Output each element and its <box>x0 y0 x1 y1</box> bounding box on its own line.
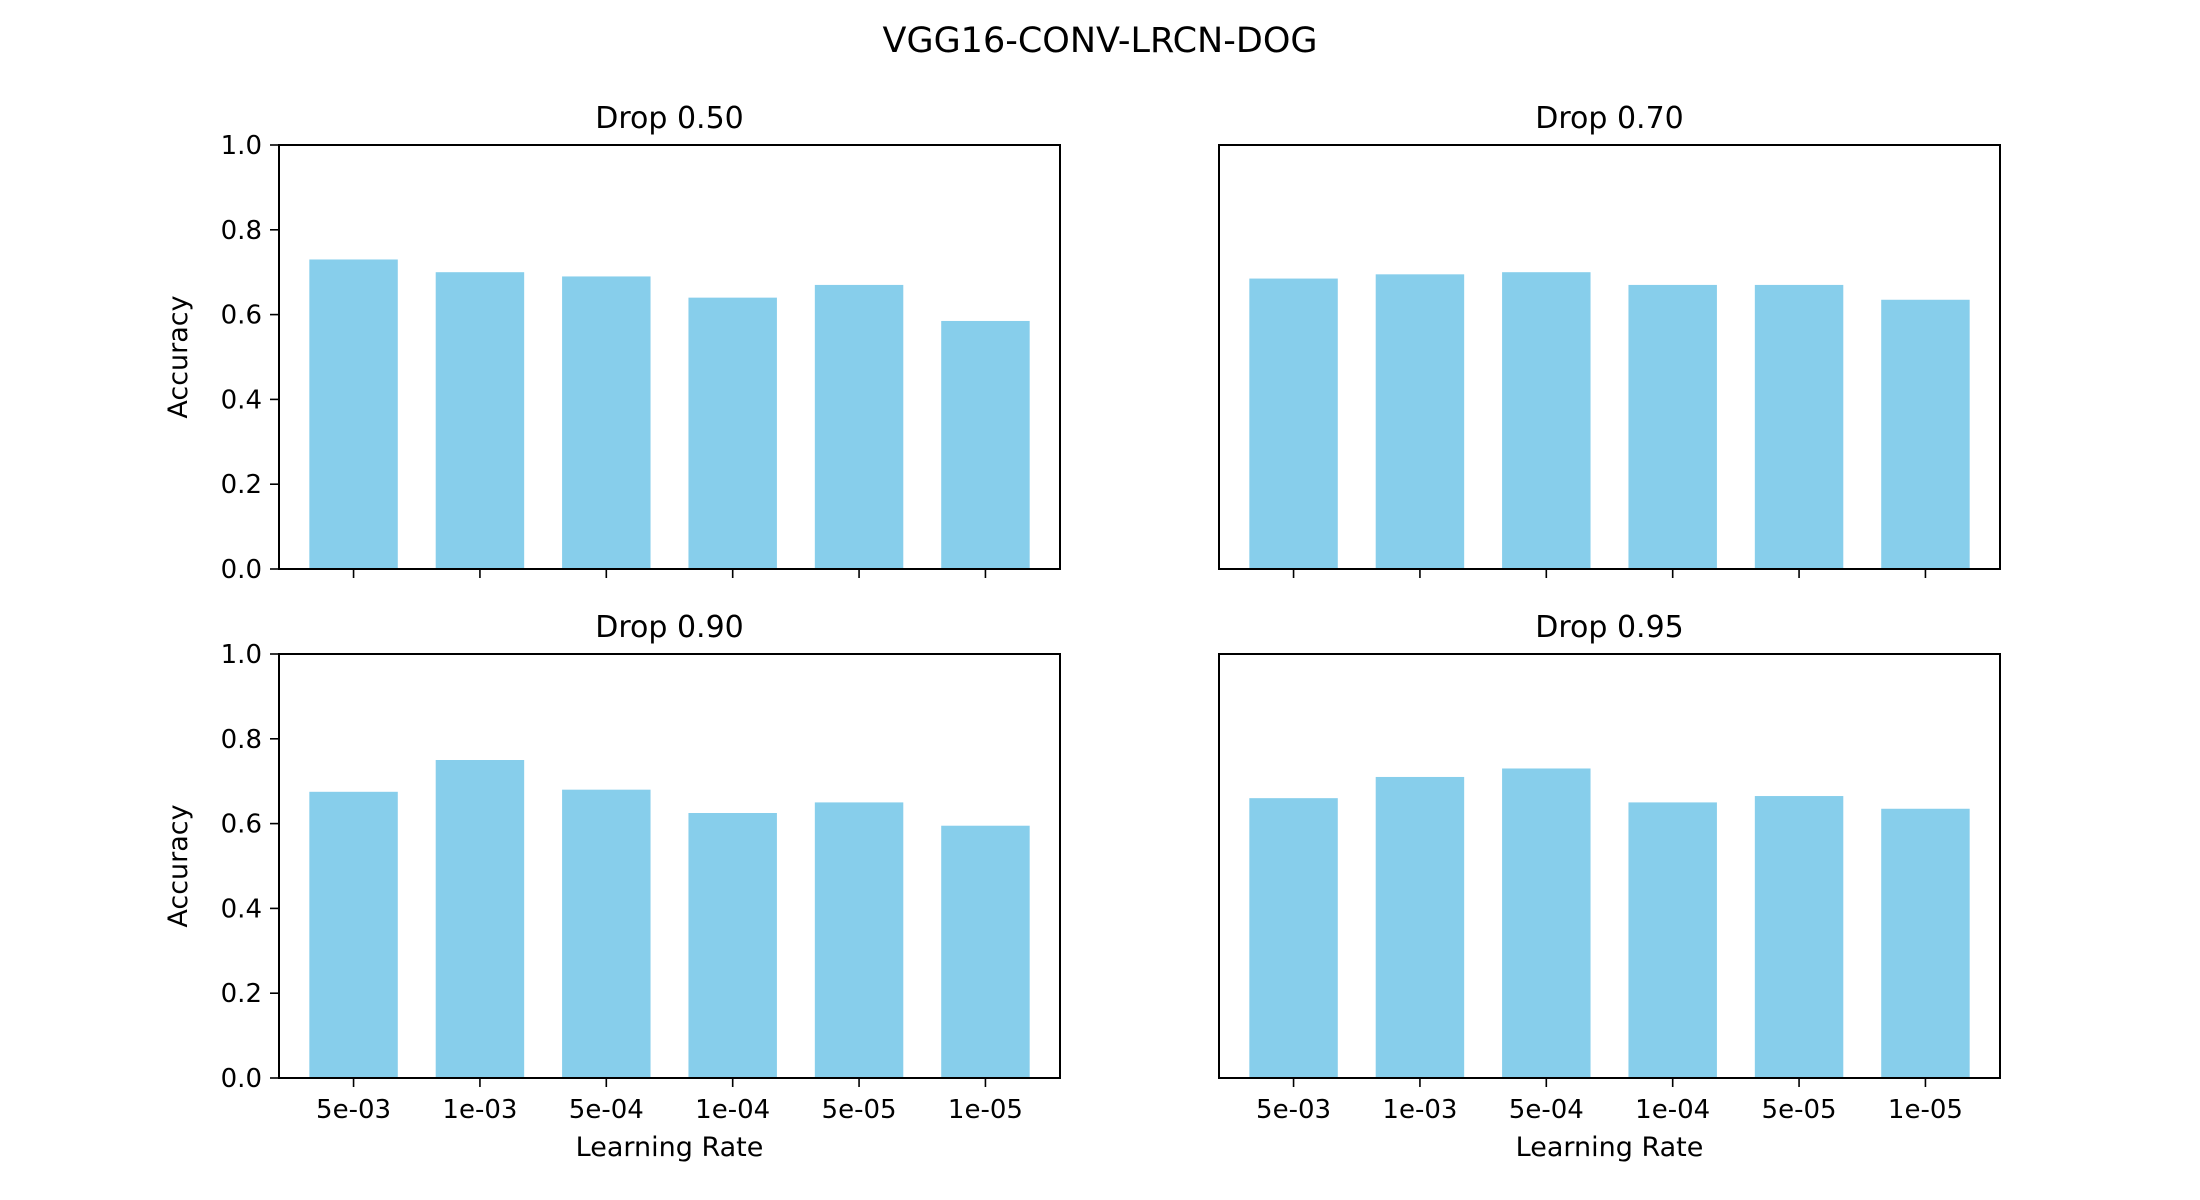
bar-5e-05 <box>814 284 904 569</box>
x-tick-label: 5e-03 <box>1256 1095 1331 1125</box>
x-tick-label: 1e-04 <box>1635 1095 1710 1125</box>
y-tick-label: 0.6 <box>221 810 262 840</box>
y-tick-label: 0.0 <box>221 1064 262 1094</box>
y-tick-label: 0.8 <box>221 725 262 755</box>
subplot-title: Drop 0.90 <box>595 610 744 645</box>
y-tick-label: 0.4 <box>221 385 262 415</box>
y-tick-label: 0.6 <box>221 301 262 331</box>
bar-5e-04 <box>562 789 651 1078</box>
bar-5e-04 <box>562 276 651 569</box>
bar-5e-03 <box>309 259 398 569</box>
x-tick-label: 5e-05 <box>822 1095 897 1125</box>
bar-1e-05 <box>941 320 1030 569</box>
subplot-1: Drop 0.50 0.0 0.2 0.4 0.6 0.8 1.0 Accuracy <box>163 101 1061 585</box>
y-tick-label: 0.8 <box>221 216 262 246</box>
x-tick-label: 1e-05 <box>1888 1095 1963 1125</box>
x-tick-label: 5e-04 <box>569 1095 644 1125</box>
bar-1e-04 <box>688 813 777 1078</box>
bar-5e-04 <box>1502 272 1591 569</box>
x-tick-label: 1e-03 <box>442 1095 517 1125</box>
axes-frame <box>278 653 1061 1079</box>
bar-1e-05 <box>1881 808 1970 1078</box>
x-tick-label: 5e-05 <box>1762 1095 1837 1125</box>
bar-5e-05 <box>814 802 904 1078</box>
y-tick-label: 1.0 <box>221 131 262 161</box>
figure-title: VGG16-CONV-LRCN-DOG <box>883 21 1318 61</box>
bar-1e-03 <box>435 272 525 569</box>
y-axis-label: Accuracy <box>163 804 194 927</box>
x-tick-label: 5e-04 <box>1509 1095 1584 1125</box>
bar-5e-04 <box>1502 768 1591 1078</box>
axes-frame <box>1218 653 2001 1079</box>
bar-5e-03 <box>1249 798 1338 1078</box>
x-tick-label: 5e-03 <box>316 1095 391 1125</box>
bar-1e-04 <box>1628 802 1717 1078</box>
y-tick-label: 0.4 <box>221 894 262 924</box>
bar-1e-04 <box>688 297 777 569</box>
bar-5e-03 <box>309 791 398 1078</box>
subplot-2: Drop 0.70 <box>1218 101 2001 578</box>
subplot-title: Drop 0.70 <box>1535 101 1684 136</box>
bar-5e-03 <box>1249 278 1338 569</box>
x-tick-label: 1e-05 <box>948 1095 1023 1125</box>
subplot-4: Drop 0.95 5e-03 1e-03 5e-04 1e-04 5e-05 1e-05 L… <box>1218 610 2001 1163</box>
subplots: Drop 0.500.00.20.40.60.81.0AccuracyDrop … <box>163 101 2001 1163</box>
y-tick-label: 0.2 <box>221 979 262 1009</box>
x-axis-label: Learning Rate <box>576 1132 764 1163</box>
subplot-title: Drop 0.50 <box>595 101 744 136</box>
subplot-title: Drop 0.95 <box>1535 610 1684 645</box>
bar-5e-05 <box>1754 796 1844 1078</box>
y-tick-label: 0.2 <box>221 470 262 500</box>
bar-1e-05 <box>1881 299 1970 569</box>
bar-1e-04 <box>1628 284 1717 569</box>
bar-1e-05 <box>941 825 1030 1078</box>
bar-1e-03 <box>1375 274 1465 569</box>
bar-1e-03 <box>435 760 525 1078</box>
y-tick-label: 0.0 <box>221 555 262 585</box>
subplot-3: Drop 0.90 5e-03 1e-03 5e-04 1e-04 5e-05 1e-05 0… <box>163 610 1061 1163</box>
y-tick-label: 1.0 <box>221 640 262 670</box>
x-tick-label: 1e-03 <box>1382 1095 1457 1125</box>
bar-1e-03 <box>1375 776 1465 1078</box>
axes-frame <box>278 144 1061 570</box>
x-tick-label: 1e-04 <box>695 1095 770 1125</box>
y-axis-label: Accuracy <box>163 295 194 418</box>
bar-5e-05 <box>1754 284 1844 569</box>
axes-frame <box>1218 144 2001 570</box>
x-axis-label: Learning Rate <box>1516 1132 1704 1163</box>
